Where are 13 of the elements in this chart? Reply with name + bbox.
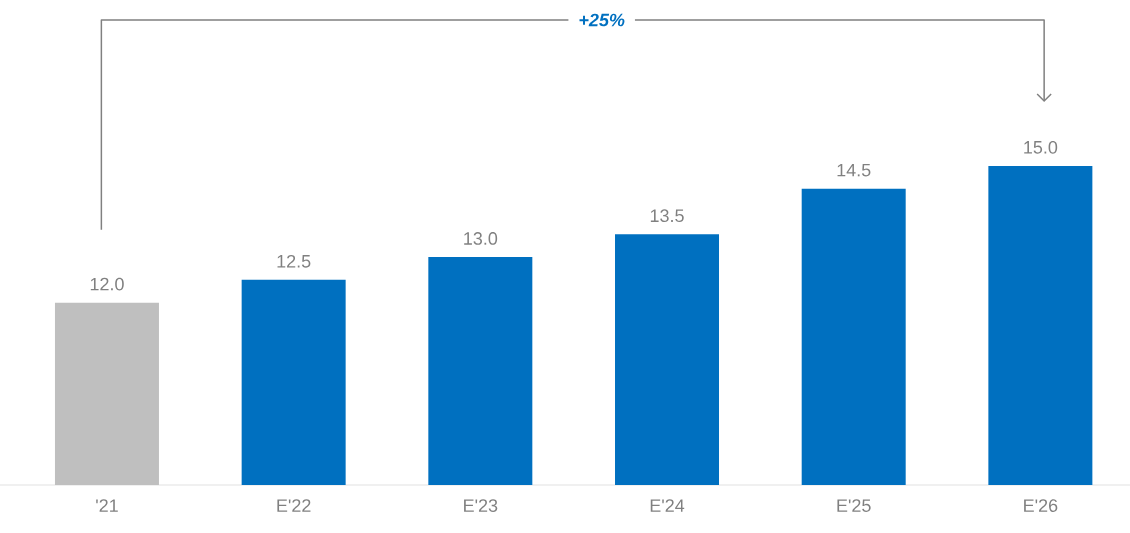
x-tick-label: E'25 (837, 499, 871, 512)
x-tick-label: E'23 (464, 499, 498, 512)
x-tick-label: '21 (96, 499, 118, 512)
x-tick-label: E'26 (1024, 499, 1058, 512)
data-label: 12.0 (90, 277, 124, 291)
data-label: 15.0 (1024, 140, 1058, 154)
x-tick-label: E'22 (277, 499, 311, 512)
data-label: 13.5 (650, 209, 684, 223)
data-label: 13.0 (464, 232, 498, 245)
annotation: +25% (579, 13, 625, 27)
x-tick-label: E'24 (650, 499, 685, 512)
data-label: 14.5 (837, 163, 871, 177)
data-label: 12.5 (277, 254, 311, 268)
